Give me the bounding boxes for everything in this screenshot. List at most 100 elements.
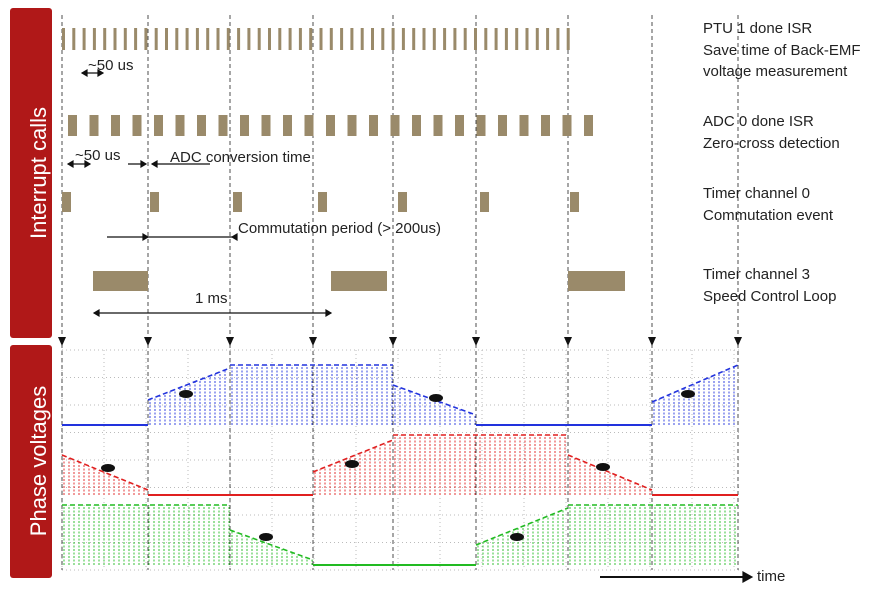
arrow [648, 337, 656, 346]
envelope [62, 455, 148, 490]
arrow [564, 337, 572, 346]
zero-cross-marker [101, 464, 115, 472]
ptu-pulse [186, 28, 189, 50]
ptu-pulse [361, 28, 364, 50]
ptu-pulse [546, 28, 549, 50]
ptu-pulse [505, 28, 508, 50]
ptu-pulse [515, 28, 518, 50]
adc-pulse [520, 115, 529, 136]
arrow [226, 337, 234, 346]
arrow [472, 337, 480, 346]
adc-pulse [391, 115, 400, 136]
ptu-pulse [299, 28, 302, 50]
row-label: voltage measurement [703, 63, 848, 80]
zero-cross-marker [596, 463, 610, 471]
row-label: Zero-cross detection [703, 135, 840, 152]
adc-pulse [455, 115, 464, 136]
ptu-pulse [412, 28, 415, 50]
ptu-pulse [350, 28, 353, 50]
ptu-pulse [443, 28, 446, 50]
ptu-pulse [196, 28, 199, 50]
timer0-pulse [233, 192, 242, 212]
zero-cross-marker [179, 390, 193, 398]
row-label: Timer channel 3 [703, 266, 810, 283]
adc-pulse [498, 115, 507, 136]
arrow [58, 337, 66, 346]
ptu-pulse [278, 28, 281, 50]
adc-pulse [111, 115, 120, 136]
adc-pulse [305, 115, 314, 136]
ptu-pulse [423, 28, 426, 50]
pulses [62, 28, 625, 291]
adc-pulse [197, 115, 206, 136]
zero-cross-marker [345, 460, 359, 468]
envelope [652, 365, 738, 402]
adc-pulse [262, 115, 271, 136]
ptu-pulse [258, 28, 261, 50]
arrow [734, 337, 742, 346]
ptu-pulse [402, 28, 405, 50]
ptu-pulse [330, 28, 333, 50]
adc-pulse [68, 115, 77, 136]
ptu-pulse [526, 28, 529, 50]
zero-cross-marker [510, 533, 524, 541]
adc-pulse [348, 115, 357, 136]
adc-pulse [412, 115, 421, 136]
row-label: ADC 0 done ISR [703, 113, 814, 130]
axis-label: time [757, 568, 785, 585]
ptu-pulse [72, 28, 75, 50]
ptu-pulse [206, 28, 209, 50]
ptu-pulse [433, 28, 436, 50]
ptu-pulse [474, 28, 477, 50]
ptu-pulse [217, 28, 220, 50]
adc-pulse [541, 115, 550, 136]
side-label: Phase voltages [26, 386, 51, 536]
adc-pulse [369, 115, 378, 136]
ptu-pulse [103, 28, 106, 50]
ptu-pulse [227, 28, 230, 50]
adc-pulse [283, 115, 292, 136]
row-label: Speed Control Loop [703, 288, 836, 305]
ptu-pulse [495, 28, 498, 50]
timer3-pulse [568, 271, 625, 291]
ptu-pulse [392, 28, 395, 50]
timer0-pulse [62, 192, 71, 212]
ptu-pulse [556, 28, 559, 50]
annotation: 1 ms [195, 290, 228, 307]
waveforms [62, 365, 738, 565]
ptu-pulse [124, 28, 127, 50]
adc-pulse [563, 115, 572, 136]
zero-cross-marker [681, 390, 695, 398]
adc-pulse [240, 115, 249, 136]
ptu-pulse [464, 28, 467, 50]
ptu-pulse [453, 28, 456, 50]
ptu-pulse [381, 28, 384, 50]
annotation: ~50 us [75, 147, 120, 164]
ptu-pulse [484, 28, 487, 50]
row-label: Save time of Back-EMF [703, 42, 861, 59]
arrow [144, 337, 152, 346]
ptu-pulse [83, 28, 86, 50]
ptu-pulse [309, 28, 312, 50]
annotation: Commutation period (> 200us) [238, 220, 441, 237]
ptu-pulse [247, 28, 250, 50]
ptu-pulse [114, 28, 117, 50]
arrow [309, 337, 317, 346]
ptu-pulse [371, 28, 374, 50]
adc-pulse [90, 115, 99, 136]
adc-pulse [584, 115, 593, 136]
arrow [389, 337, 397, 346]
adc-pulse [133, 115, 142, 136]
ptu-pulse [175, 28, 178, 50]
ptu-pulse [536, 28, 539, 50]
ptu-pulse [320, 28, 323, 50]
zero-cross-marker [259, 533, 273, 541]
timer0-pulse [398, 192, 407, 212]
timer0-pulse [570, 192, 579, 212]
adc-pulse [154, 115, 163, 136]
diagram: Interrupt calls Phase voltages ~50 us ~5… [0, 0, 891, 586]
ptu-pulse [237, 28, 240, 50]
timer3-pulse [331, 271, 387, 291]
ptu-pulse [289, 28, 292, 50]
side-label: Interrupt calls [26, 107, 51, 239]
